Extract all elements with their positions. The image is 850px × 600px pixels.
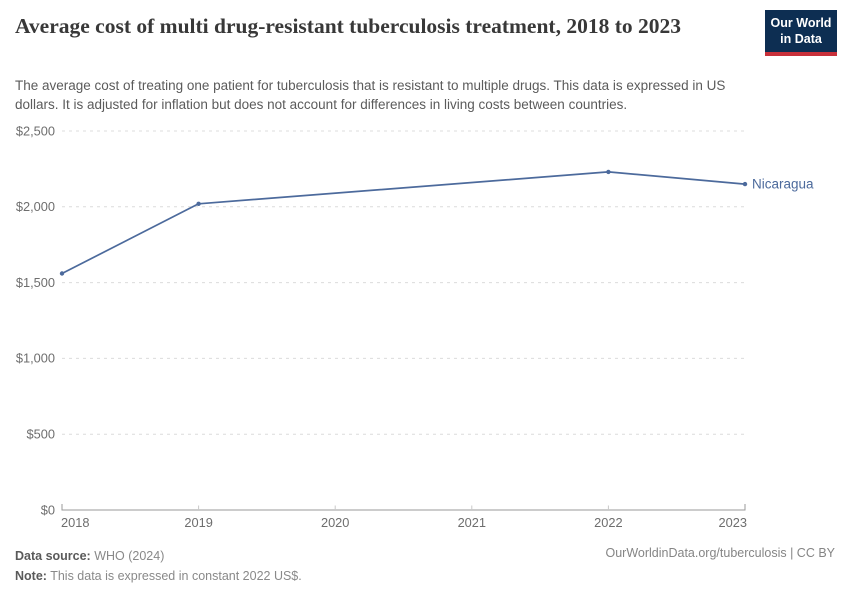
x-tick-label: 2021 — [458, 515, 486, 530]
data-point[interactable] — [606, 169, 611, 175]
data-source-line: Data source: WHO (2024) — [15, 546, 302, 566]
x-tick-label: 2022 — [594, 515, 622, 530]
y-tick-label: $2,500 — [16, 123, 55, 138]
page-title: Average cost of multi drug-resistant tub… — [15, 14, 682, 38]
x-tick-label: 2019 — [184, 515, 212, 530]
y-tick-label: $1,000 — [16, 351, 55, 366]
data-point[interactable] — [59, 271, 65, 276]
data-source-value: WHO (2024) — [94, 549, 165, 563]
x-tick-label: 2023 — [719, 515, 747, 530]
entity-label[interactable]: Nicaragua — [752, 177, 814, 192]
data-point[interactable] — [196, 201, 201, 206]
y-tick-label: $2,000 — [16, 199, 55, 214]
chart-subtitle: The average cost of treating one patient… — [15, 78, 726, 112]
y-tick-label: $500 — [27, 427, 55, 442]
note-value: This data is expressed in constant 2022 … — [50, 569, 302, 583]
series-line-nicaragua[interactable] — [61, 171, 746, 275]
note-line: Note: This data is expressed in constant… — [15, 566, 302, 586]
note-label: Note: — [15, 569, 47, 583]
owid-logo-line2: in Data — [780, 31, 822, 46]
y-tick-label: $0 — [41, 502, 55, 517]
footer-attribution-link[interactable]: OurWorldinData.org/tuberculosis | CC BY — [605, 546, 836, 560]
data-point[interactable] — [742, 181, 748, 187]
footer-left: Data source: WHO (2024) Note: This data … — [15, 546, 302, 586]
data-source-label: Data source: — [15, 549, 91, 563]
owid-logo-line1: Our World — [770, 16, 832, 30]
y-tick-label: $1,500 — [16, 275, 55, 290]
owid-logo[interactable]: Our World in Data — [765, 10, 837, 56]
x-tick-label: 2018 — [61, 515, 89, 530]
x-tick-label: 2020 — [321, 515, 349, 530]
